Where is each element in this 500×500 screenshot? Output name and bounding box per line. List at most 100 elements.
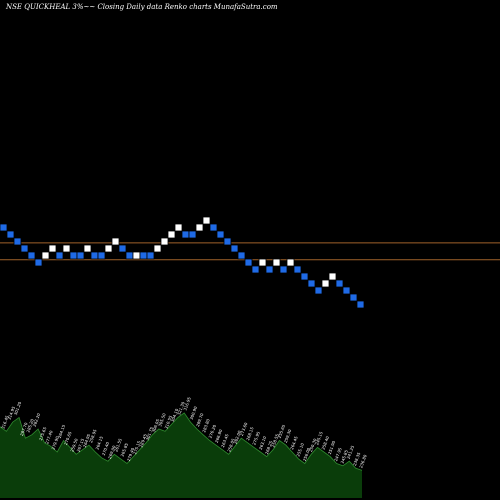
volume-labels: 316.45314.95301.20287.70285.20282.20275.…: [0, 396, 368, 469]
renko-brick-down: [6, 230, 15, 239]
volume-area: [0, 412, 363, 498]
volume-label: 258.40: [321, 435, 331, 450]
volume-label: 316.95: [182, 396, 192, 411]
renko-brick-up: [48, 244, 57, 253]
renko-brick-up: [328, 272, 337, 281]
renko-brick-down: [146, 251, 155, 260]
renko-brick-up: [195, 223, 204, 232]
renko-brick-down: [244, 258, 253, 267]
volume-label: 259.50: [69, 437, 79, 452]
renko-brick-down: [349, 293, 358, 302]
volume-label: 264.15: [94, 435, 104, 450]
volume-label: 268.15: [245, 426, 255, 441]
volume-label: 321.30: [176, 401, 186, 416]
renko-brick-up: [321, 279, 330, 288]
volume-label: 300.90: [189, 405, 199, 420]
renko-brick-down: [90, 251, 99, 260]
renko-brick-down: [125, 251, 134, 260]
volume-label: 245.85: [339, 449, 349, 464]
renko-brick-up: [286, 258, 295, 267]
volume-label: 282.20: [32, 412, 42, 427]
renko-brick-up: [202, 216, 211, 225]
volume-label: 236.80: [358, 453, 368, 468]
renko-brick-down: [69, 251, 78, 260]
renko-brick-down: [181, 230, 190, 239]
volume-label: 268.25: [264, 440, 274, 455]
volume-fill: [0, 412, 362, 498]
volume-label: 279.40: [126, 447, 136, 462]
renko-brick-up: [104, 244, 113, 253]
renko-brick-up: [153, 244, 162, 253]
volume-label: 276.20: [208, 424, 218, 439]
volume-label: 287.70: [19, 421, 29, 436]
volume-label: 269.00: [107, 444, 117, 459]
renko-brick-down: [335, 279, 344, 288]
volume-label: 265.85: [120, 442, 130, 457]
renko-brick-down: [230, 244, 239, 253]
renko-brick-down: [188, 230, 197, 239]
volume-label: 247.95: [333, 447, 343, 462]
renko-brick-down: [279, 265, 288, 274]
renko-brick-up: [111, 237, 120, 246]
renko-brick-down: [34, 258, 43, 267]
volume-label: 266.80: [214, 428, 224, 443]
renko-brick-down: [139, 251, 148, 260]
volume-label: 310.55: [164, 414, 174, 429]
volume-label: 267.15: [76, 437, 86, 452]
volume-label: 255.65: [277, 424, 287, 439]
volume-label: 238.35: [352, 451, 362, 466]
renko-brick-up: [41, 251, 50, 260]
volume-label: 304.10: [170, 407, 180, 422]
volume-label: 245.15: [314, 430, 324, 445]
renko-brick-down: [118, 244, 127, 253]
volume-label: 306.05: [151, 418, 161, 433]
renko-brick-down: [293, 265, 302, 274]
volume-label: 289.70: [195, 412, 205, 427]
renko-brick-down: [300, 272, 309, 281]
renko-brick-up: [167, 230, 176, 239]
renko-brick-up: [174, 223, 183, 232]
renko-brick-down: [27, 251, 36, 260]
volume-label: 258.95: [88, 428, 98, 443]
volume-label: 263.45: [220, 433, 230, 448]
volume-label: 258.05: [226, 437, 236, 452]
renko-brick-up: [160, 237, 169, 246]
volume-label: 283.80: [201, 418, 211, 433]
volume-label: 275.95: [251, 430, 261, 445]
volume-label: 259.30: [283, 428, 293, 443]
volume-label: 316.45: [0, 414, 10, 429]
renko-brick-down: [76, 251, 85, 260]
volume-label: 258.55: [270, 433, 280, 448]
renko-bricks: [0, 216, 365, 309]
volume-label: 305.50: [157, 412, 167, 427]
volume-label: 301.75: [145, 426, 155, 441]
renko-brick-down: [342, 286, 351, 295]
volume-label: 251.90: [327, 440, 337, 455]
volume-label: 270.65: [63, 430, 73, 445]
volume-label: 275.15: [132, 440, 142, 455]
renko-brick-down: [265, 265, 274, 274]
renko-brick-down: [223, 237, 232, 246]
renko-brick-down: [20, 244, 29, 253]
renko-brick-down: [0, 223, 8, 232]
volume-label: 264.45: [289, 435, 299, 450]
volume-label: 256.00: [302, 447, 312, 462]
renko-brick-down: [307, 279, 316, 288]
renko-brick-up: [258, 258, 267, 267]
volume-label: 241.25: [346, 444, 356, 459]
renko-brick-up: [62, 244, 71, 253]
renko-brick-down: [209, 223, 218, 232]
renko-brick-down: [251, 265, 260, 274]
renko-brick-up: [272, 258, 281, 267]
volume-label: 261.55: [113, 437, 123, 452]
volume-label: 277.40: [44, 429, 54, 444]
volume-label: 275.65: [38, 426, 48, 441]
volume-label: 262.00: [233, 429, 243, 444]
renko-brick-down: [216, 230, 225, 239]
renko-brick-down: [97, 251, 106, 260]
volume-label: 273.60: [239, 421, 249, 436]
renko-brick-down: [55, 251, 64, 260]
renko-brick-down: [314, 286, 323, 295]
